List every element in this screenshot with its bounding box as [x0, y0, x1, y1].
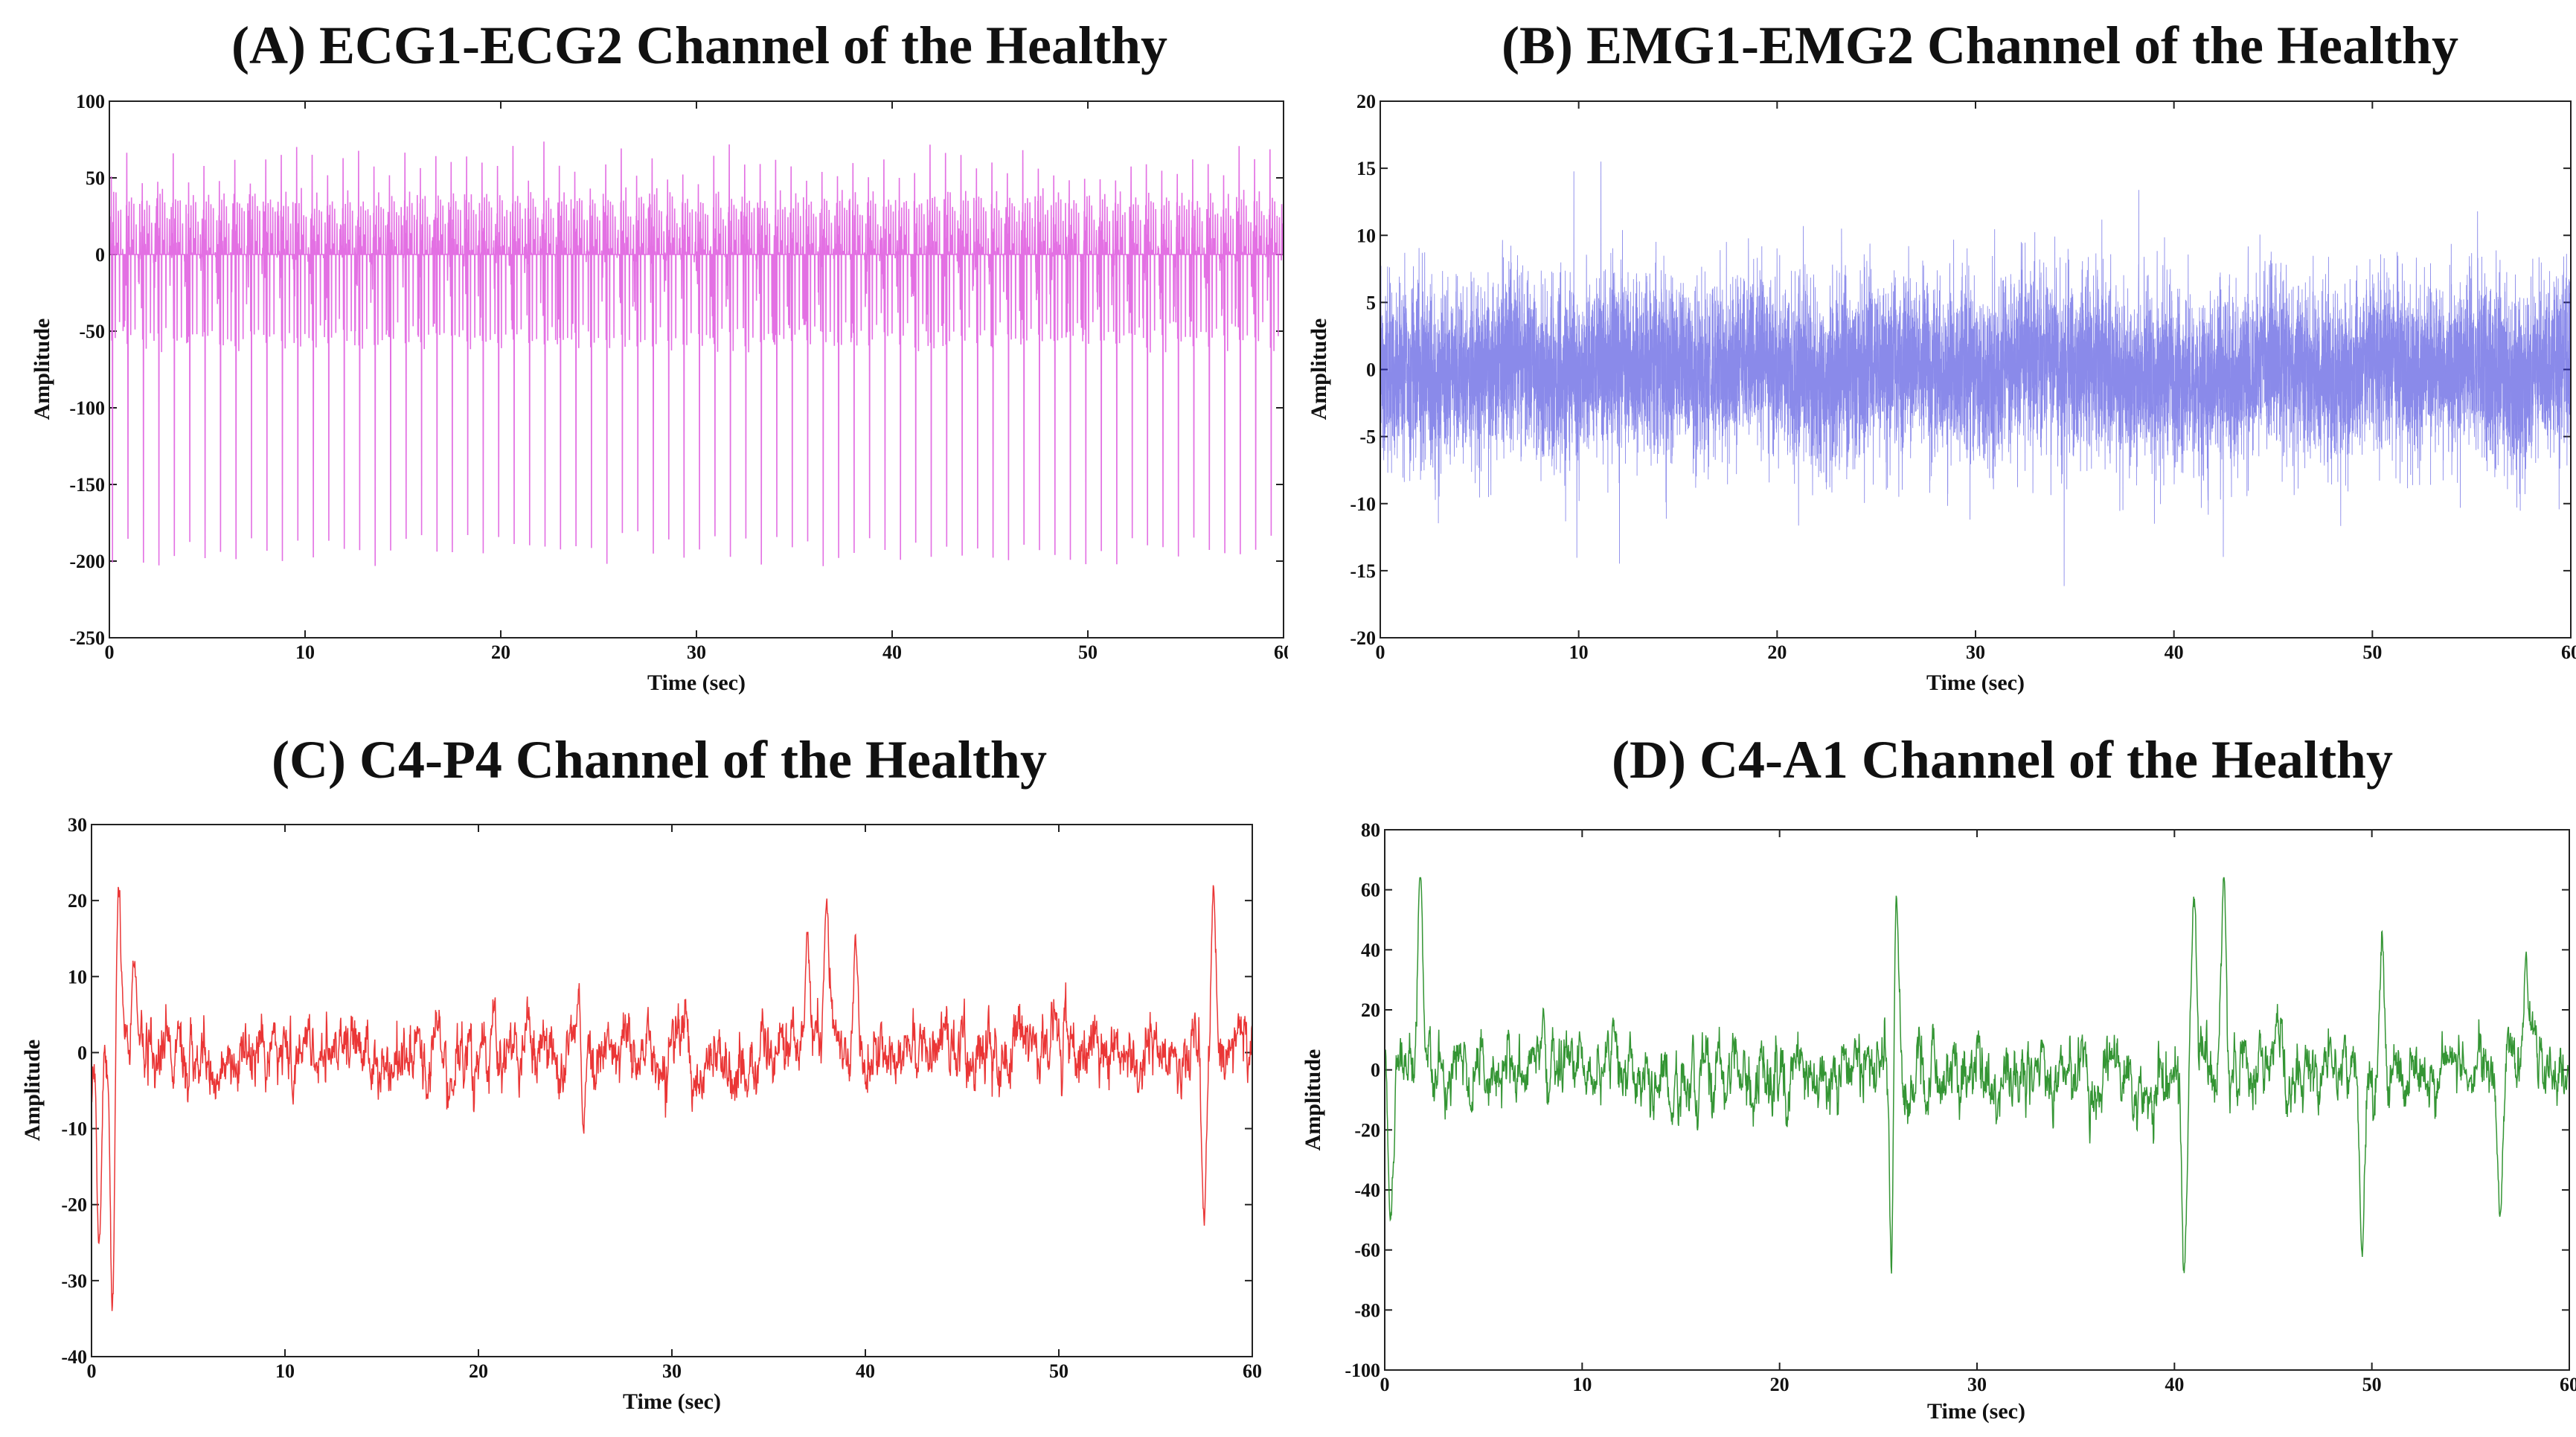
chart-title: (C) C4-P4 Channel of the Healthy	[272, 730, 1047, 790]
y-tick-label: -10	[1350, 493, 1376, 515]
chart-title: (D) C4-A1 Channel of the Healthy	[1612, 730, 2393, 790]
y-tick-label: 50	[86, 167, 105, 189]
y-tick-label: -20	[1350, 627, 1376, 649]
c4-a1-chart-panel: (D) C4-A1 Channel of the Healthy 0 10 20 30…	[1288, 718, 2576, 1437]
x-tick-label: 50	[1049, 1360, 1068, 1382]
plot-frame	[1384, 829, 2570, 1371]
y-tick-label: -10	[61, 1118, 87, 1140]
x-tick-label: 60	[2561, 641, 2576, 663]
x-tick-label: 10	[275, 1360, 295, 1382]
x-tick-label: 10	[295, 641, 315, 663]
y-tick-label: 80	[1361, 819, 1380, 841]
chart-title: (A) ECG1-ECG2 Channel of the Healthy	[231, 16, 1167, 75]
x-tick-label: 20	[469, 1360, 488, 1382]
x-tick-label: 60	[2560, 1374, 2576, 1395]
y-tick-label: -5	[1359, 426, 1376, 448]
x-tick-label: 20	[1767, 641, 1787, 663]
x-tick-label: 40	[882, 641, 902, 663]
y-tick-label: -60	[1354, 1240, 1380, 1261]
plot-frame	[1380, 100, 2572, 639]
y-tick-label: 30	[68, 814, 87, 836]
y-tick-label: -20	[1354, 1119, 1380, 1141]
y-tick-label: 15	[1356, 158, 1376, 179]
chart-title: (B) EMG1-EMG2 Channel of the Healthy	[1502, 16, 2458, 75]
x-tick-label: 20	[1770, 1374, 1790, 1395]
y-axis-label: Amplitude	[30, 319, 54, 420]
c4-a1-chart: (D) C4-A1 Channel of the Healthy 0 10 20 30…	[1301, 730, 2576, 1424]
y-tick-label: -40	[1354, 1180, 1380, 1201]
x-tick-label: 0	[87, 1360, 97, 1382]
y-tick-label: 20	[1356, 91, 1376, 112]
y-tick-label: 5	[1366, 292, 1376, 313]
y-tick-label: -80	[1354, 1299, 1380, 1321]
x-tick-label: 30	[1967, 1374, 1987, 1395]
y-tick-label: -150	[69, 474, 105, 496]
x-tick-label: 0	[1380, 1374, 1390, 1395]
y-tick-label: -50	[79, 321, 105, 342]
x-tick-label: 50	[1078, 641, 1098, 663]
x-tick-label: 0	[1376, 641, 1385, 663]
x-tick-label: 0	[105, 641, 115, 663]
y-tick-label: 0	[1366, 359, 1376, 381]
y-tick-label: 0	[95, 244, 105, 266]
y-tick-label: 100	[76, 91, 105, 112]
plot-frame	[91, 824, 1253, 1357]
ecg-chart-panel: (A) ECG1-ECG2 Channel of the Healthy 0 10…	[0, 0, 1288, 718]
x-tick-label: 60	[1243, 1360, 1262, 1382]
series-line-c4-p4	[92, 885, 1252, 1311]
y-tick-label: 10	[1356, 225, 1376, 246]
y-tick-label: -15	[1350, 560, 1376, 582]
x-tick-label: 50	[2362, 1374, 2382, 1395]
x-tick-label: 40	[856, 1360, 875, 1382]
x-axis-label: Time (sec)	[623, 1389, 721, 1414]
x-tick-label: 50	[2362, 641, 2382, 663]
c4-p4-chart-panel: (C) C4-P4 Channel of the Healthy 0 10 20 30…	[0, 718, 1288, 1437]
ecg-chart: (A) ECG1-ECG2 Channel of the Healthy 0 10…	[30, 16, 1288, 695]
plot-frame	[109, 100, 1284, 639]
y-axis-label: Amplitude	[20, 1040, 45, 1142]
emg-chart: (B) EMG1-EMG2 Channel of the Healthy 0 10…	[1307, 16, 2576, 695]
series-line-c4-a1	[1385, 877, 2569, 1274]
c4-p4-chart: (C) C4-P4 Channel of the Healthy 0 10 20 30…	[20, 730, 1262, 1414]
y-tick-label: -100	[1345, 1360, 1380, 1381]
y-tick-label: -20	[61, 1194, 87, 1216]
x-tick-label: 30	[1966, 641, 1985, 663]
x-tick-label: 20	[491, 641, 510, 663]
y-tick-label: 10	[68, 966, 87, 988]
y-tick-label: 20	[68, 890, 87, 912]
y-tick-label: -30	[61, 1270, 87, 1292]
x-tick-label: 30	[687, 641, 706, 663]
x-axis-label: Time (sec)	[1927, 1399, 2025, 1424]
y-axis-label: Amplitude	[1301, 1049, 1325, 1151]
y-tick-label: -200	[69, 551, 105, 572]
y-tick-label: 60	[1361, 880, 1380, 901]
emg-chart-panel: (B) EMG1-EMG2 Channel of the Healthy 0 10…	[1288, 0, 2576, 718]
series-line-ecg1-ecg2	[109, 141, 1284, 566]
y-tick-label: -100	[69, 397, 105, 419]
y-tick-label: 40	[1361, 939, 1380, 961]
x-axis-label: Time (sec)	[1926, 671, 2025, 695]
y-tick-label: 0	[77, 1042, 87, 1063]
y-tick-label: -250	[69, 627, 105, 649]
x-tick-label: 60	[1274, 641, 1288, 663]
y-tick-label: -40	[61, 1346, 87, 1368]
x-tick-label: 40	[2165, 1374, 2184, 1395]
x-axis-label: Time (sec)	[647, 671, 746, 695]
x-tick-label: 30	[662, 1360, 682, 1382]
y-tick-label: 20	[1361, 999, 1380, 1021]
y-axis-label: Amplitude	[1307, 319, 1331, 420]
series-line-emg1-emg2	[1380, 161, 2571, 586]
x-tick-label: 10	[1572, 1374, 1592, 1395]
x-tick-label: 10	[1569, 641, 1589, 663]
y-tick-label: 0	[1371, 1060, 1380, 1081]
x-tick-label: 40	[2165, 641, 2184, 663]
